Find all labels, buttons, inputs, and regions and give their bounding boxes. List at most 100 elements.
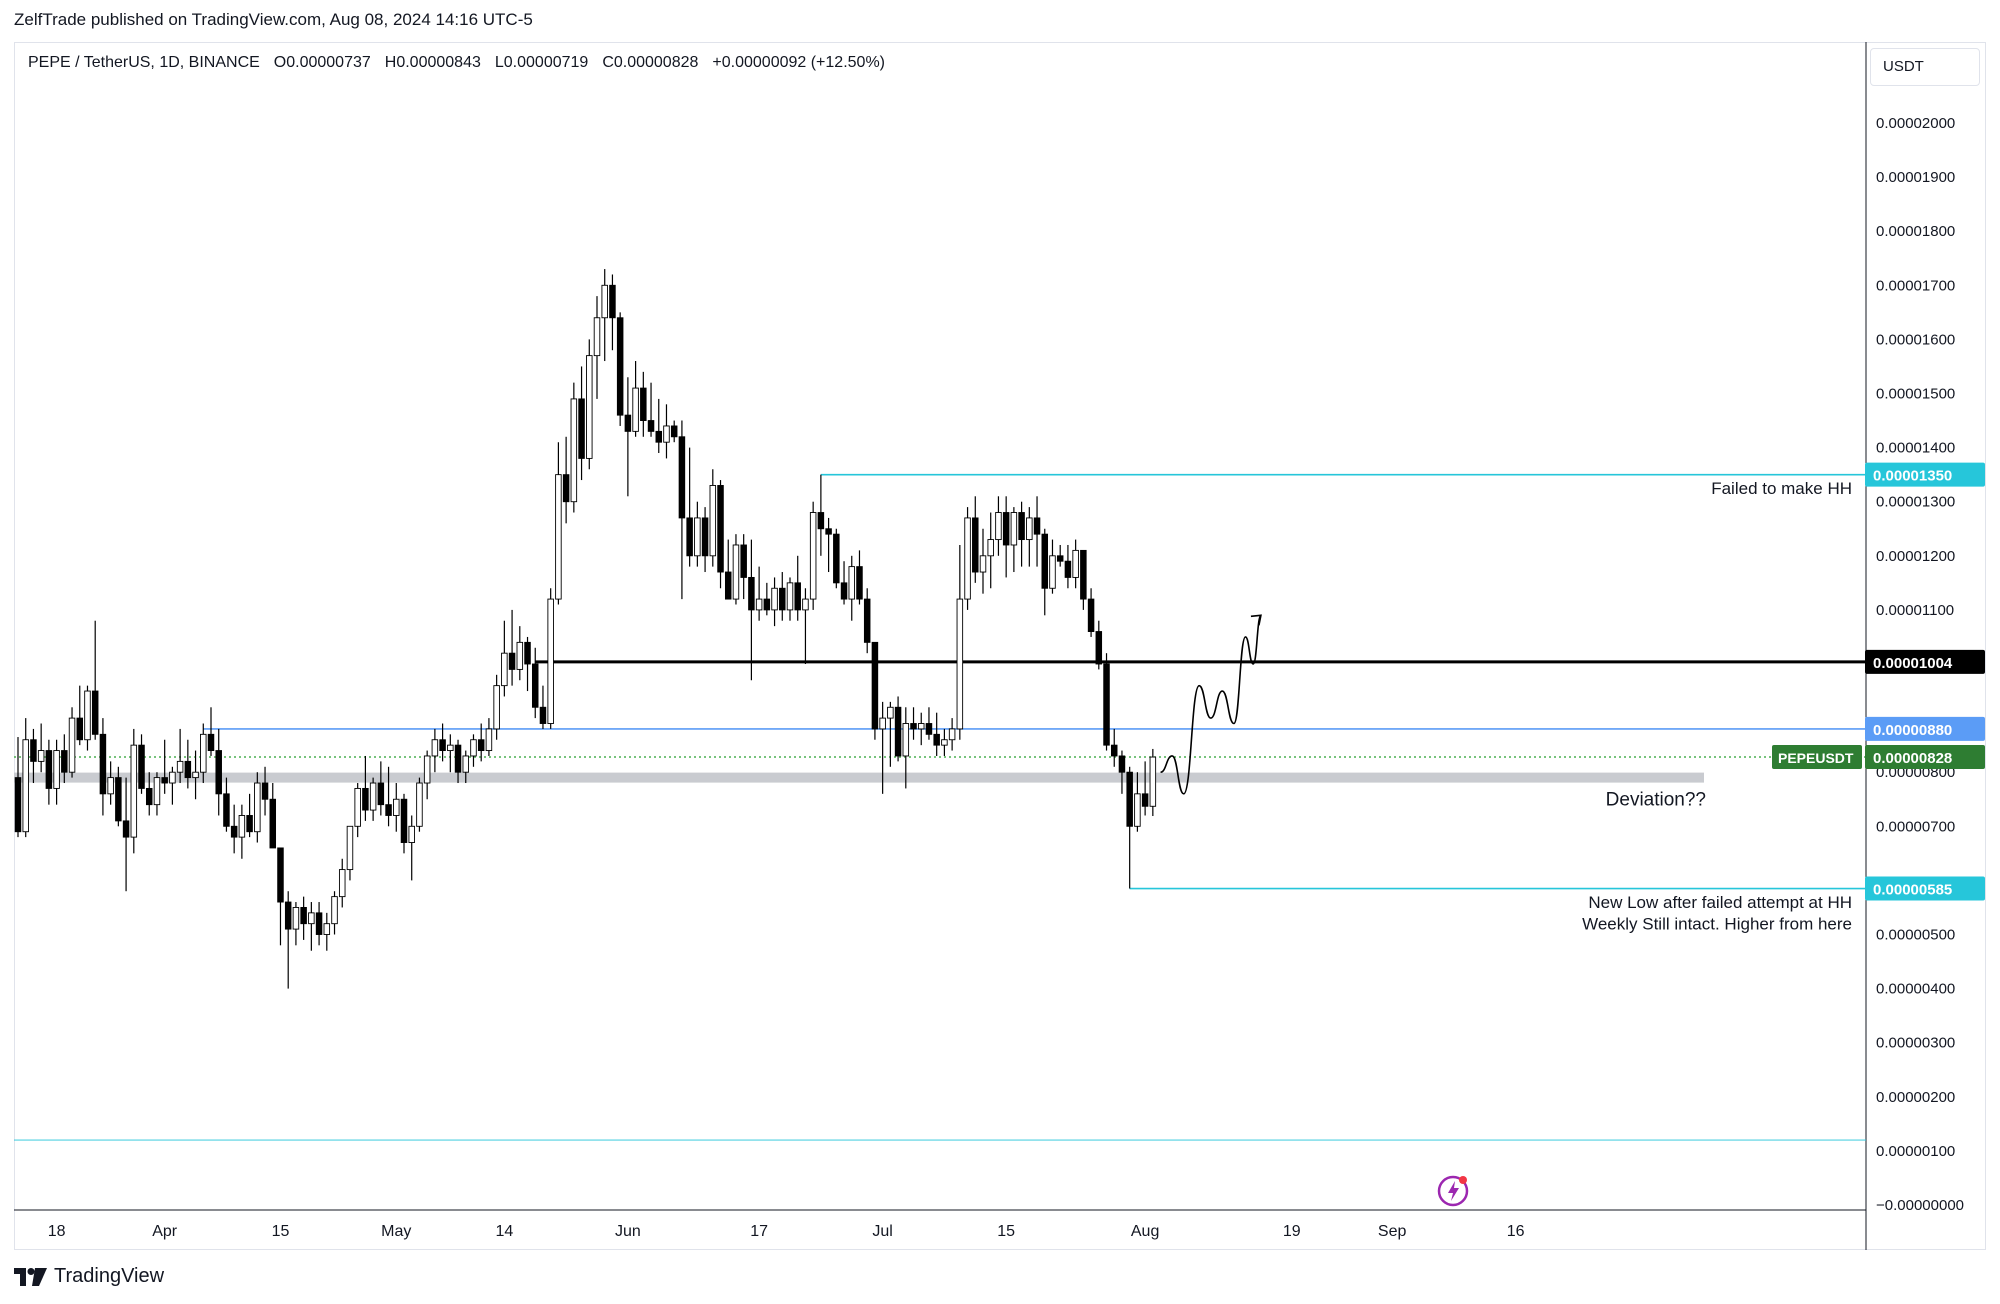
candle-body: [524, 641, 531, 665]
candle-body: [261, 782, 269, 800]
candle-body: [1072, 549, 1079, 578]
candle-body: [887, 706, 894, 719]
candle-body: [624, 414, 632, 432]
close-value: C0.00000828: [602, 54, 699, 71]
x-tick-label: Jul: [872, 1223, 892, 1240]
candle-body: [223, 793, 230, 827]
support-zone: [14, 772, 1704, 783]
candle-body: [1118, 755, 1126, 773]
y-tick-label: 0.00000700: [1876, 818, 1955, 835]
y-tick-label: 0.00001600: [1876, 331, 1955, 348]
candle-body: [856, 566, 863, 600]
candle-body: [717, 485, 724, 573]
candle-body: [825, 528, 832, 535]
candle-body: [68, 717, 76, 773]
candle-body: [555, 474, 562, 600]
candle-body: [1110, 744, 1118, 757]
candle-body: [686, 517, 693, 557]
candle-body: [1126, 771, 1133, 827]
candle-body: [1087, 598, 1095, 632]
candle-body: [663, 425, 670, 443]
candle-body: [138, 744, 145, 789]
x-tick-label: 15: [272, 1223, 290, 1240]
candle-body: [277, 847, 284, 903]
candle-body: [377, 782, 385, 806]
candle-body: [493, 685, 500, 730]
candle-body: [354, 787, 361, 827]
candle-body: [1002, 512, 1010, 546]
annotation-text: Weekly Still intact. Higher from here: [1582, 915, 1852, 934]
candle-body: [145, 787, 153, 806]
y-tick-label: 0.00002000: [1876, 115, 1955, 132]
y-tick-label: 0.00000300: [1876, 1035, 1955, 1052]
candle-body: [609, 284, 616, 319]
y-tick-label: 0.00001500: [1876, 386, 1955, 403]
y-tick-label: 0.00000500: [1876, 927, 1955, 944]
candle-body: [539, 706, 547, 724]
y-tick-label: 0.00001200: [1876, 548, 1955, 565]
high-value: H0.00000843: [384, 54, 481, 71]
y-tick-label: 0.00001300: [1876, 494, 1955, 511]
candle-body: [400, 798, 408, 843]
candle-body: [933, 733, 940, 746]
candle-body: [1049, 555, 1056, 589]
annotation-text: Deviation??: [1606, 789, 1706, 810]
candle-body: [338, 869, 346, 898]
candle-body: [840, 582, 848, 600]
candle-body: [755, 598, 763, 611]
candle-body: [477, 739, 485, 752]
candle-body: [292, 907, 300, 930]
candle-body: [709, 485, 717, 557]
candle-body: [917, 723, 925, 730]
tradingview-logo-icon: [14, 1267, 47, 1286]
candle-body: [215, 750, 222, 795]
candle-body: [817, 512, 825, 530]
candle-body: [200, 733, 207, 773]
candle-body: [1026, 517, 1033, 541]
candle-body: [22, 739, 29, 833]
tradingview-brand[interactable]: TradingView: [14, 1265, 164, 1288]
candle-body: [369, 782, 377, 811]
candle-body: [107, 777, 114, 795]
candle-body: [169, 771, 176, 784]
price-label-box: [1865, 876, 1985, 901]
candle-body: [454, 744, 462, 773]
x-tick-label: Aug: [1131, 1223, 1159, 1240]
candle-body: [632, 387, 639, 432]
price-label-box: [1865, 649, 1985, 674]
candle-body: [462, 755, 470, 773]
currency-button[interactable]: USDT: [1870, 48, 1980, 86]
candle-body: [1134, 793, 1141, 827]
x-tick-label: 14: [495, 1223, 513, 1240]
candle-body: [655, 430, 663, 443]
candle-body: [1103, 663, 1110, 746]
price-label-box: [1865, 745, 1985, 770]
symbol-label-text: PEPEUSDT: [1778, 750, 1854, 766]
candle-body: [315, 912, 323, 935]
candle-body: [972, 517, 979, 573]
candle-body: [1018, 512, 1025, 541]
x-tick-label: 18: [48, 1223, 66, 1240]
projection-path: [1160, 614, 1262, 795]
candle-body: [300, 907, 307, 925]
symbol-label[interactable]: PEPE / TetherUS, 1D, BINANCE: [28, 54, 260, 71]
candle-body: [902, 723, 910, 757]
candle-body: [948, 728, 956, 741]
candle-body: [393, 798, 400, 816]
candle-body: [508, 652, 516, 670]
candle-body: [616, 317, 624, 416]
candle-body: [385, 804, 392, 816]
candle-body: [130, 744, 138, 838]
candle-body: [809, 512, 817, 600]
candle-body: [30, 739, 37, 762]
candle-body: [447, 744, 454, 752]
candle-body: [1010, 512, 1018, 546]
flash-icon[interactable]: [1436, 1172, 1472, 1208]
x-tick-label: 15: [997, 1223, 1015, 1240]
candle-body: [678, 436, 686, 519]
x-tick-label: May: [381, 1223, 411, 1240]
candle-body: [115, 777, 122, 822]
price-label-text: 0.00000585: [1873, 882, 1952, 899]
candle-body: [956, 598, 964, 730]
